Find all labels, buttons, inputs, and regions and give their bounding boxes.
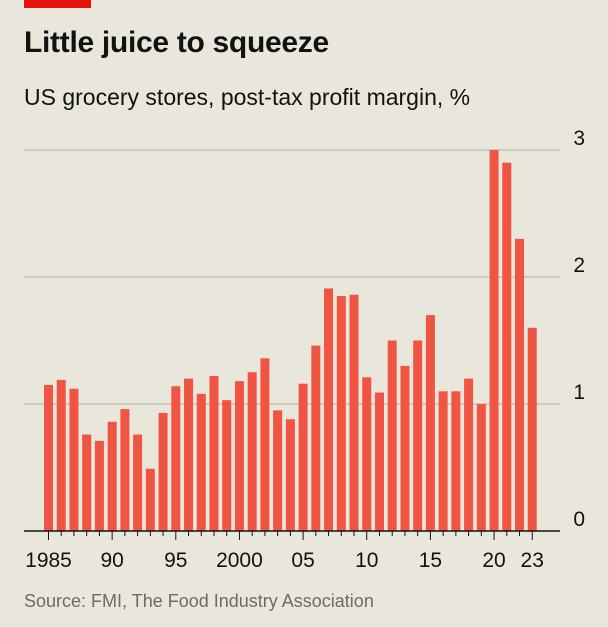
- bar-2001: [247, 372, 257, 531]
- bar-2015: [425, 315, 435, 531]
- bar-2021: [502, 162, 512, 531]
- x-tick-label: 2000: [216, 549, 263, 572]
- bar-1994: [158, 412, 168, 531]
- x-tick-label: 15: [419, 549, 442, 572]
- bar-2023: [527, 327, 537, 531]
- bar-1998: [209, 376, 219, 531]
- bar-2000: [234, 381, 244, 531]
- bar-2013: [400, 365, 410, 531]
- bar-2019: [476, 404, 486, 531]
- bar-1999: [222, 400, 232, 531]
- bar-2017: [451, 391, 461, 531]
- bar-1986: [56, 379, 66, 531]
- bar-2022: [515, 238, 525, 531]
- bar-1989: [94, 440, 104, 531]
- bar-1997: [196, 393, 206, 531]
- bar-1995: [171, 386, 181, 531]
- chart-title: Little juice to squeeze: [24, 26, 329, 59]
- bar-1993: [145, 468, 155, 531]
- bar-2005: [298, 383, 308, 531]
- x-tick-label: 10: [355, 549, 378, 572]
- chart-subtitle: US grocery stores, post-tax profit margi…: [24, 84, 471, 110]
- bar-2006: [311, 345, 321, 531]
- bar-2010: [362, 377, 372, 531]
- y-tick-label: 2: [573, 254, 585, 277]
- y-tick-label: 3: [573, 127, 585, 150]
- bar-2008: [336, 296, 346, 531]
- bar-1988: [82, 434, 92, 531]
- bar-1996: [184, 378, 194, 531]
- y-axis-labels: 0 1 2 3: [573, 127, 585, 531]
- x-tick-label: 23: [521, 549, 544, 572]
- x-tick-label: 1985: [25, 549, 72, 572]
- y-tick-label: 1: [573, 381, 585, 404]
- x-tick-label: 95: [164, 549, 187, 572]
- source-note: Source: FMI, The Food Industry Associati…: [24, 591, 374, 611]
- bar-2012: [387, 340, 397, 531]
- gridlines: [24, 149, 560, 405]
- bar-1990: [107, 421, 117, 531]
- brand-tag: [24, 0, 91, 8]
- bar-2004: [285, 419, 295, 531]
- x-tick-label: 05: [291, 549, 314, 572]
- bar-1992: [133, 434, 143, 531]
- bar-2020: [489, 150, 499, 531]
- x-axis: [24, 530, 560, 540]
- bar-2002: [260, 358, 270, 531]
- bar-1987: [69, 388, 79, 531]
- bars: [44, 150, 537, 531]
- bar-2007: [324, 288, 334, 531]
- bar-2018: [464, 378, 474, 531]
- bar-2014: [413, 340, 423, 531]
- x-axis-labels: 1985 90 95 2000 05 10 15 20 23: [25, 549, 544, 572]
- bar-2011: [374, 392, 384, 531]
- x-tick-label: 90: [100, 549, 123, 572]
- x-tick-label: 20: [482, 549, 505, 572]
- bar-1991: [120, 409, 130, 531]
- y-tick-label: 0: [573, 508, 585, 531]
- bar-2016: [438, 391, 448, 531]
- bar-2003: [273, 410, 283, 531]
- bar-2009: [349, 294, 359, 531]
- bar-1985: [44, 384, 53, 531]
